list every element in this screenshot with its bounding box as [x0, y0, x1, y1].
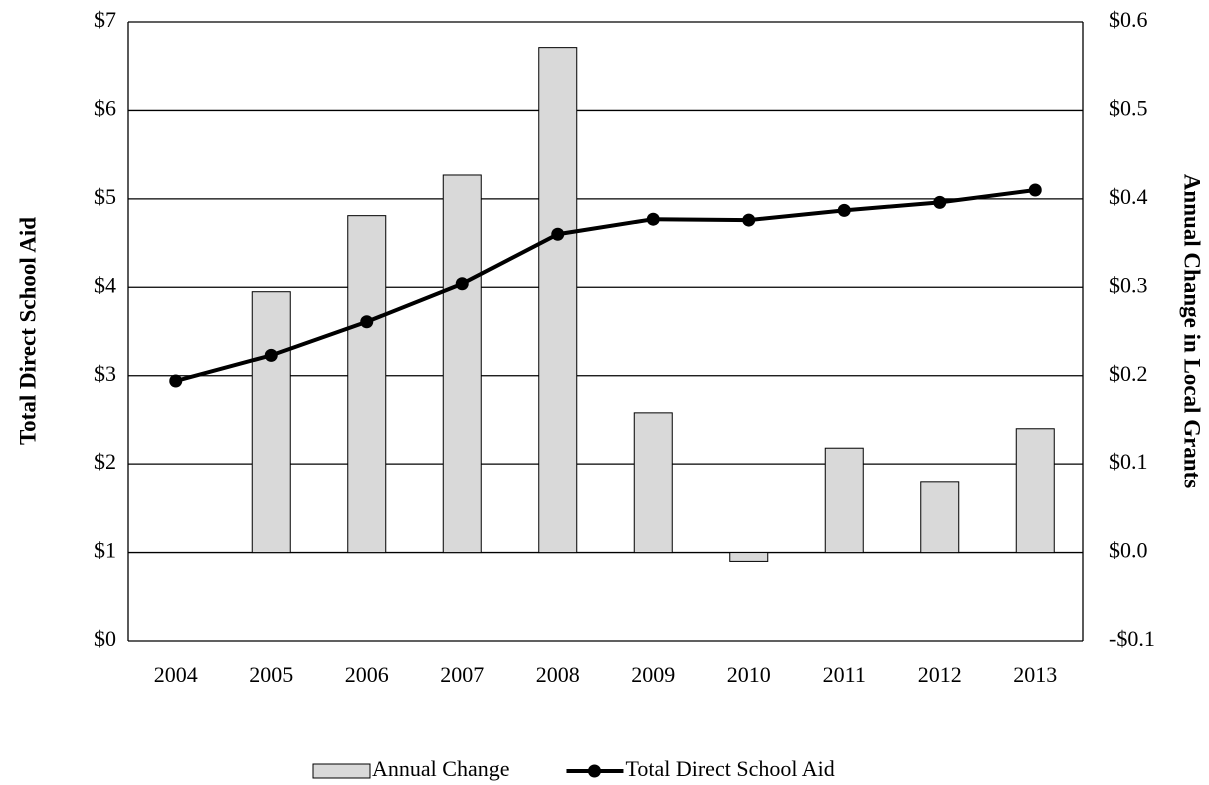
bar	[729, 552, 769, 562]
y-tick-label: $7	[94, 7, 116, 32]
y-tick-label: $2	[94, 449, 116, 474]
y2-tick-label: $0.1	[1109, 449, 1148, 474]
line-point	[264, 348, 278, 362]
y2-tick-label: $0.2	[1109, 361, 1148, 386]
x-tick-label: 2010	[727, 662, 771, 687]
line-point	[933, 195, 947, 209]
bar	[1015, 428, 1055, 554]
y-tick-label: $0	[94, 626, 116, 651]
x-tick-label: 2007	[440, 662, 484, 687]
line-point	[360, 315, 374, 329]
y-tick-label: $1	[94, 538, 116, 563]
y2-tick-label: $0.6	[1109, 7, 1148, 32]
line-point	[169, 374, 183, 388]
bar	[538, 47, 578, 554]
x-tick-label: 2005	[249, 662, 293, 687]
x-tick-label: 2013	[1013, 662, 1057, 687]
bar	[920, 481, 960, 554]
line-point	[646, 212, 660, 226]
x-tick-label: 2006	[345, 662, 389, 687]
x-tick-label: 2009	[631, 662, 675, 687]
legend-label: Total Direct School Aid	[625, 756, 834, 781]
line-point	[455, 277, 469, 291]
y2-tick-label: $0.4	[1109, 184, 1148, 209]
line-point	[551, 227, 565, 241]
y2-tick-label: $0.0	[1109, 538, 1148, 563]
x-tick-label: 2011	[823, 662, 866, 687]
x-tick-label: 2012	[918, 662, 962, 687]
y2-axis-title: Annual Change in Local Grants	[1180, 174, 1205, 488]
bar	[251, 291, 291, 554]
y-tick-label: $3	[94, 361, 116, 386]
legend-label: Annual Change	[372, 756, 509, 781]
x-tick-label: 2008	[536, 662, 580, 687]
y-tick-label: $6	[94, 95, 116, 120]
y-tick-label: $5	[94, 184, 116, 209]
line-point	[837, 203, 851, 217]
bar	[442, 174, 482, 554]
line-point	[742, 213, 756, 227]
y2-tick-label: $0.3	[1109, 272, 1148, 297]
x-tick-label: 2004	[154, 662, 198, 687]
y-axis-title: Total Direct School Aid	[15, 217, 40, 445]
y2-tick-label: -$0.1	[1109, 626, 1155, 651]
y2-tick-label: $0.5	[1109, 95, 1148, 120]
line	[175, 188, 1036, 383]
legend-swatch	[312, 763, 371, 779]
bar	[347, 215, 387, 554]
line-point	[1028, 183, 1042, 197]
bar	[824, 447, 864, 554]
legend-marker	[587, 764, 601, 778]
bar	[633, 412, 673, 554]
y-tick-label: $4	[94, 272, 116, 297]
